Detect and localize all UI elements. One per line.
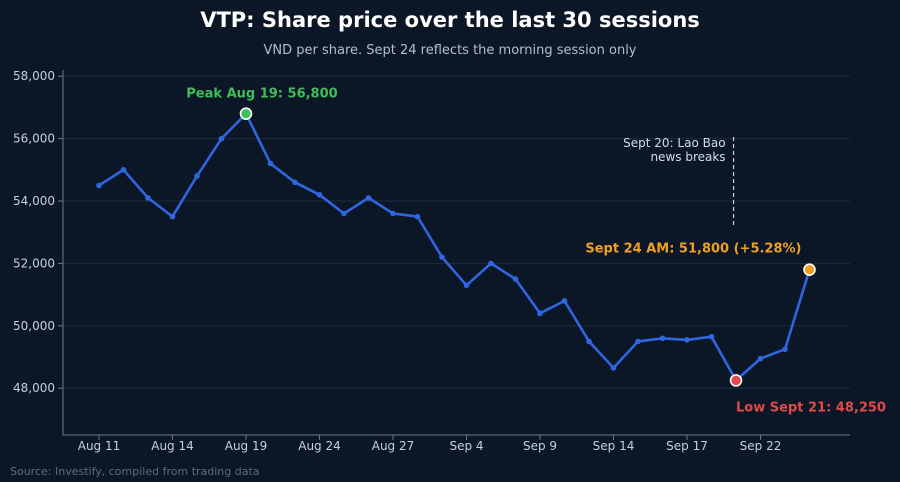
data-point — [145, 195, 151, 201]
data-point — [194, 173, 200, 179]
x-tick-label: Aug 19 — [225, 439, 268, 453]
data-point — [341, 210, 347, 217]
data-point — [169, 213, 176, 220]
data-point — [635, 338, 641, 345]
data-point — [292, 179, 298, 186]
data-point — [586, 338, 592, 345]
x-tick-label: Sep 14 — [593, 439, 635, 453]
x-tick-label: Aug 11 — [78, 439, 121, 453]
y-tick-label: 58,000 — [13, 69, 55, 83]
x-tick-label: Aug 24 — [298, 439, 341, 453]
highlight-point — [729, 374, 743, 387]
y-tick-label: 56,000 — [13, 132, 55, 146]
data-point — [316, 191, 323, 198]
highlight-point — [803, 263, 816, 276]
data-point — [488, 260, 494, 267]
source-note: Source: Investify, compiled from trading… — [10, 465, 260, 478]
data-point — [218, 135, 225, 142]
price-series-line — [97, 112, 811, 382]
data-point — [708, 333, 715, 340]
data-point — [782, 346, 788, 353]
x-tick-label: Sep 22 — [740, 439, 782, 453]
chart-title: VTP: Share price over the last 30 sessio… — [200, 8, 700, 32]
chart-subtitle: VND per share. Sept 24 reflects the morn… — [263, 43, 637, 58]
data-point — [757, 355, 764, 362]
data-point — [439, 254, 445, 260]
x-tick-label: Aug 14 — [151, 439, 194, 453]
y-tick-label: 52,000 — [13, 256, 55, 270]
data-point — [267, 160, 274, 167]
data-point — [537, 310, 543, 317]
x-tick-label: Sep 4 — [449, 439, 483, 453]
data-point — [610, 365, 617, 371]
data-point — [120, 167, 127, 173]
data-point — [365, 195, 372, 201]
highlight-label: Low Sept 21: 48,250 — [736, 400, 886, 415]
data-point — [96, 182, 102, 189]
data-point — [659, 335, 666, 342]
x-tick-label: Sep 17 — [666, 439, 708, 453]
event-note-line: Sept 20: Lao Bao — [623, 136, 725, 150]
highlight-label: Peak Aug 19: 56,800 — [186, 87, 337, 102]
event-note-line: news breaks — [650, 150, 725, 164]
data-point — [414, 213, 421, 220]
data-point — [561, 298, 568, 304]
y-tick-label: 54,000 — [13, 194, 55, 208]
x-tick-label: Aug 27 — [372, 439, 415, 453]
highlight-point — [239, 107, 253, 120]
data-point — [390, 210, 396, 217]
y-tick-label: 48,000 — [13, 381, 55, 395]
data-point — [512, 276, 519, 282]
highlight-label: Sept 24 AM: 51,800 (+5.28%) — [585, 242, 801, 257]
x-tick-label: Sep 9 — [523, 439, 557, 453]
y-tick-label: 50,000 — [13, 319, 55, 333]
data-point — [684, 337, 690, 343]
data-point — [463, 282, 470, 289]
